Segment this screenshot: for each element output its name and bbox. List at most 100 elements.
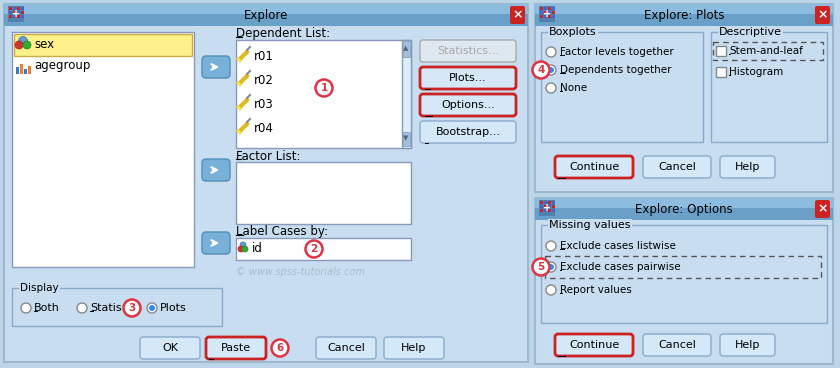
Text: 6: 6 xyxy=(276,343,284,353)
Text: Continue: Continue xyxy=(569,162,619,172)
Circle shape xyxy=(123,300,140,316)
Bar xyxy=(9,15,12,18)
Text: Dependents together: Dependents together xyxy=(560,65,671,75)
Circle shape xyxy=(546,285,556,295)
Text: +: + xyxy=(12,9,20,19)
Bar xyxy=(544,11,547,14)
Bar xyxy=(544,205,547,208)
Bar xyxy=(552,201,555,204)
Circle shape xyxy=(316,79,333,96)
Bar xyxy=(544,15,547,18)
Text: Cancel: Cancel xyxy=(658,162,696,172)
Text: Exclude cases listwise: Exclude cases listwise xyxy=(560,241,676,251)
Bar xyxy=(17,7,20,10)
Circle shape xyxy=(548,67,554,73)
Bar xyxy=(544,7,547,10)
Text: Plots...: Plots... xyxy=(449,73,487,83)
Text: Boxplots: Boxplots xyxy=(549,27,596,37)
Text: Histogram: Histogram xyxy=(729,67,783,77)
Circle shape xyxy=(21,303,31,313)
Bar xyxy=(540,15,543,18)
FancyBboxPatch shape xyxy=(140,337,200,359)
Bar xyxy=(21,11,24,14)
Bar xyxy=(548,11,551,14)
Text: 2: 2 xyxy=(310,244,318,254)
Text: ×: × xyxy=(817,202,827,216)
Text: +: + xyxy=(543,203,551,213)
Text: Statis: Statis xyxy=(90,303,122,313)
Bar xyxy=(552,7,555,10)
FancyBboxPatch shape xyxy=(643,156,711,178)
Text: r04: r04 xyxy=(254,121,274,134)
Text: Dependent List:: Dependent List: xyxy=(236,28,330,40)
Text: Display: Display xyxy=(20,283,59,293)
Circle shape xyxy=(306,241,323,258)
Bar xyxy=(13,11,16,14)
Circle shape xyxy=(77,303,87,313)
FancyBboxPatch shape xyxy=(720,334,775,356)
FancyBboxPatch shape xyxy=(815,6,830,24)
Bar xyxy=(716,67,726,77)
Text: Report values: Report values xyxy=(560,285,632,295)
Polygon shape xyxy=(238,98,249,109)
Circle shape xyxy=(533,61,549,78)
Circle shape xyxy=(546,47,556,57)
FancyBboxPatch shape xyxy=(420,121,516,143)
Bar xyxy=(548,205,551,208)
Bar xyxy=(535,4,833,14)
Bar xyxy=(13,15,16,18)
FancyBboxPatch shape xyxy=(643,334,711,356)
FancyBboxPatch shape xyxy=(420,67,516,89)
Circle shape xyxy=(548,264,554,270)
Text: Factor List:: Factor List: xyxy=(236,149,301,163)
Circle shape xyxy=(546,83,556,93)
FancyBboxPatch shape xyxy=(555,334,633,356)
Text: id: id xyxy=(252,243,263,255)
Bar xyxy=(403,41,410,57)
Text: ×: × xyxy=(817,8,827,21)
Bar xyxy=(540,201,543,204)
Bar xyxy=(535,198,833,364)
Bar xyxy=(716,46,726,56)
Bar xyxy=(12,32,194,267)
FancyBboxPatch shape xyxy=(555,156,633,178)
Text: Continue: Continue xyxy=(569,340,619,350)
Bar xyxy=(552,209,555,212)
Circle shape xyxy=(533,258,549,276)
FancyBboxPatch shape xyxy=(720,156,775,178)
Bar xyxy=(548,201,551,204)
Bar xyxy=(4,4,528,362)
Circle shape xyxy=(546,241,556,251)
Polygon shape xyxy=(238,50,249,61)
Text: Cancel: Cancel xyxy=(327,343,365,353)
Text: Explore: Options: Explore: Options xyxy=(635,202,732,216)
Bar xyxy=(236,40,411,148)
Text: Stem-and-leaf: Stem-and-leaf xyxy=(729,46,803,56)
Bar xyxy=(403,132,410,146)
Text: Options...: Options... xyxy=(441,100,495,110)
Text: Cancel: Cancel xyxy=(658,340,696,350)
Bar xyxy=(539,200,555,216)
Text: Missing values: Missing values xyxy=(549,220,631,230)
Bar xyxy=(535,4,833,192)
Circle shape xyxy=(18,36,28,46)
Text: Bootstrap...: Bootstrap... xyxy=(435,127,501,137)
Text: OK: OK xyxy=(162,343,178,353)
Text: sex: sex xyxy=(34,39,54,52)
FancyBboxPatch shape xyxy=(316,337,376,359)
Bar xyxy=(548,7,551,10)
Bar xyxy=(552,15,555,18)
Bar xyxy=(21,7,24,10)
Bar xyxy=(541,225,827,323)
Circle shape xyxy=(546,262,556,272)
Bar xyxy=(544,201,547,204)
Bar xyxy=(9,11,12,14)
FancyBboxPatch shape xyxy=(206,337,266,359)
Text: Both: Both xyxy=(34,303,60,313)
Text: ▼: ▼ xyxy=(403,135,409,141)
FancyBboxPatch shape xyxy=(510,6,525,24)
Text: Explore: Plots: Explore: Plots xyxy=(643,8,724,21)
Text: 4: 4 xyxy=(538,65,544,75)
Text: r03: r03 xyxy=(254,98,274,110)
Bar xyxy=(535,4,833,26)
